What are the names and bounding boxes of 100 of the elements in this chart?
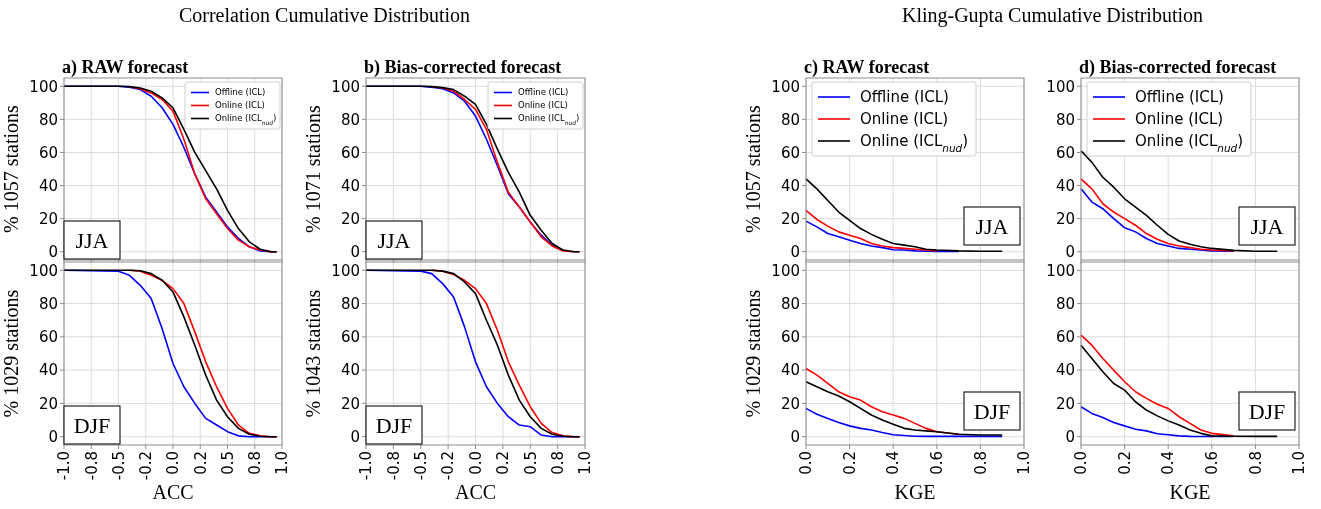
annotation: DJF [973, 398, 1011, 424]
line-series [365, 269, 581, 438]
y-tick-label: 80 [38, 294, 58, 313]
x-tick-label: 0.8 [971, 451, 990, 475]
y-tick-label: 0 [350, 427, 360, 446]
x-tick-label: 0.5 [218, 451, 237, 475]
y-tick-label: 80 [780, 110, 800, 129]
y-tick-label: 80 [1055, 110, 1075, 129]
legend-label: Online (ICL$_{nud}$) [215, 113, 277, 126]
y-tick-label: 60 [340, 143, 360, 162]
y-tick-label: 0 [790, 427, 800, 446]
chart-subtitle: b) Bias-corrected forecast [364, 57, 562, 78]
x-tick-label: 1.0 [1015, 451, 1034, 475]
y-tick-label: 100 [331, 261, 360, 280]
y-tick-label: 60 [780, 143, 800, 162]
y-tick-label: 60 [1055, 328, 1075, 347]
legend-label: Offline (ICL) [1135, 88, 1224, 107]
y-tick-label: 100 [29, 261, 58, 280]
y-tick-label: 0 [48, 427, 58, 446]
y-tick-label: 0 [48, 242, 58, 261]
x-tick-label: 0.8 [548, 451, 567, 475]
annotation: JJA [1250, 213, 1284, 239]
y-axis-title: % 1057 stations [0, 104, 22, 233]
x-axis-title: KGE [894, 481, 936, 503]
x-tick-label: 1.0 [273, 451, 292, 475]
annotation: DJF [73, 412, 111, 438]
y-tick-label: 20 [340, 394, 360, 413]
x-tick-label: -0.2 [439, 451, 458, 481]
annotation: DJF [1248, 398, 1286, 424]
x-axis-title: KGE [1169, 481, 1211, 503]
y-tick-label: 60 [1055, 143, 1075, 162]
legend-label: Offline (ICL) [518, 87, 569, 98]
x-tick-label: 0.6 [1203, 451, 1222, 475]
line-series [805, 209, 938, 252]
legend-label: Online (ICL$_{nud}$) [518, 113, 580, 126]
x-tick-label: 0.0 [797, 451, 816, 475]
legend-label: Online (ICL) [215, 100, 265, 111]
y-tick-label: 20 [780, 394, 800, 413]
x-tick-label: -0.5 [412, 451, 430, 481]
y-tick-label: 60 [38, 328, 58, 347]
y-axis-title: % 1057 stations [742, 104, 764, 233]
y-tick-label: 100 [331, 77, 360, 96]
y-tick-label: 40 [1055, 361, 1075, 380]
x-axis-title: ACC [454, 481, 497, 503]
y-tick-label: 40 [1055, 176, 1075, 195]
line-series [63, 269, 278, 438]
x-tick-label: 0.0 [164, 451, 183, 475]
annotation: DJF [375, 412, 413, 438]
y-tick-label: 100 [771, 77, 800, 96]
y-tick-label: 80 [1055, 294, 1075, 313]
annotation: JJA [75, 227, 109, 253]
x-tick-label: 0.0 [1072, 451, 1091, 475]
y-tick-label: 80 [38, 110, 58, 129]
y-tick-label: 60 [340, 328, 360, 347]
x-tick-label: 0.0 [466, 451, 485, 475]
y-tick-label: 20 [1055, 394, 1075, 413]
x-tick-label: 0.2 [840, 451, 859, 475]
x-tick-label: 1.0 [576, 451, 595, 475]
y-tick-label: 100 [1046, 77, 1075, 96]
x-tick-label: -1.0 [55, 451, 74, 481]
y-tick-label: 40 [38, 176, 58, 195]
x-tick-label: 0.8 [246, 451, 264, 475]
x-tick-label: -0.8 [82, 451, 101, 481]
chart-subtitle: d) Bias-corrected forecast [1079, 57, 1277, 78]
y-tick-label: 20 [340, 209, 360, 228]
y-tick-label: 100 [771, 261, 800, 280]
legend-label: Online (ICL) [860, 110, 949, 129]
y-tick-label: 80 [780, 294, 800, 313]
y-tick-label: 100 [29, 77, 58, 96]
x-tick-label: -0.8 [384, 451, 403, 481]
y-tick-label: 40 [780, 361, 800, 380]
y-axis-title: % 1043 stations [302, 289, 324, 418]
y-tick-label: 0 [1065, 242, 1075, 261]
legend-label: Online (ICL) [1135, 110, 1224, 129]
y-tick-label: 20 [780, 209, 800, 228]
x-tick-label: 0.2 [191, 451, 210, 475]
y-axis-title: % 1029 stations [742, 289, 764, 418]
y-tick-label: 40 [340, 361, 360, 380]
x-tick-label: -0.2 [137, 451, 155, 481]
y-tick-label: 60 [780, 328, 800, 347]
x-tick-label: 0.6 [928, 451, 947, 475]
y-axis-title: % 1071 stations [302, 104, 324, 233]
y-tick-label: 60 [38, 143, 58, 162]
x-tick-label: 0.2 [1115, 451, 1134, 475]
chart-subtitle: a) RAW forecast [62, 57, 189, 78]
chart-subtitle: c) RAW forecast [804, 57, 930, 78]
legend-label: Offline (ICL) [860, 88, 949, 107]
y-tick-label: 100 [1046, 261, 1075, 280]
y-tick-label: 20 [38, 209, 58, 228]
text: Correlation Cumulative Distribution [178, 4, 471, 26]
y-tick-label: 40 [780, 176, 800, 195]
y-axis-title: % 1029 stations [0, 289, 22, 418]
y-tick-label: 80 [340, 294, 360, 313]
y-tick-label: 80 [340, 110, 360, 129]
y-tick-label: 0 [1065, 427, 1075, 446]
x-tick-label: -1.0 [357, 451, 376, 481]
line-series [63, 85, 278, 253]
x-tick-label: 0.4 [884, 451, 903, 475]
x-tick-label: 0.8 [1246, 451, 1265, 475]
y-tick-label: 20 [1055, 209, 1075, 228]
